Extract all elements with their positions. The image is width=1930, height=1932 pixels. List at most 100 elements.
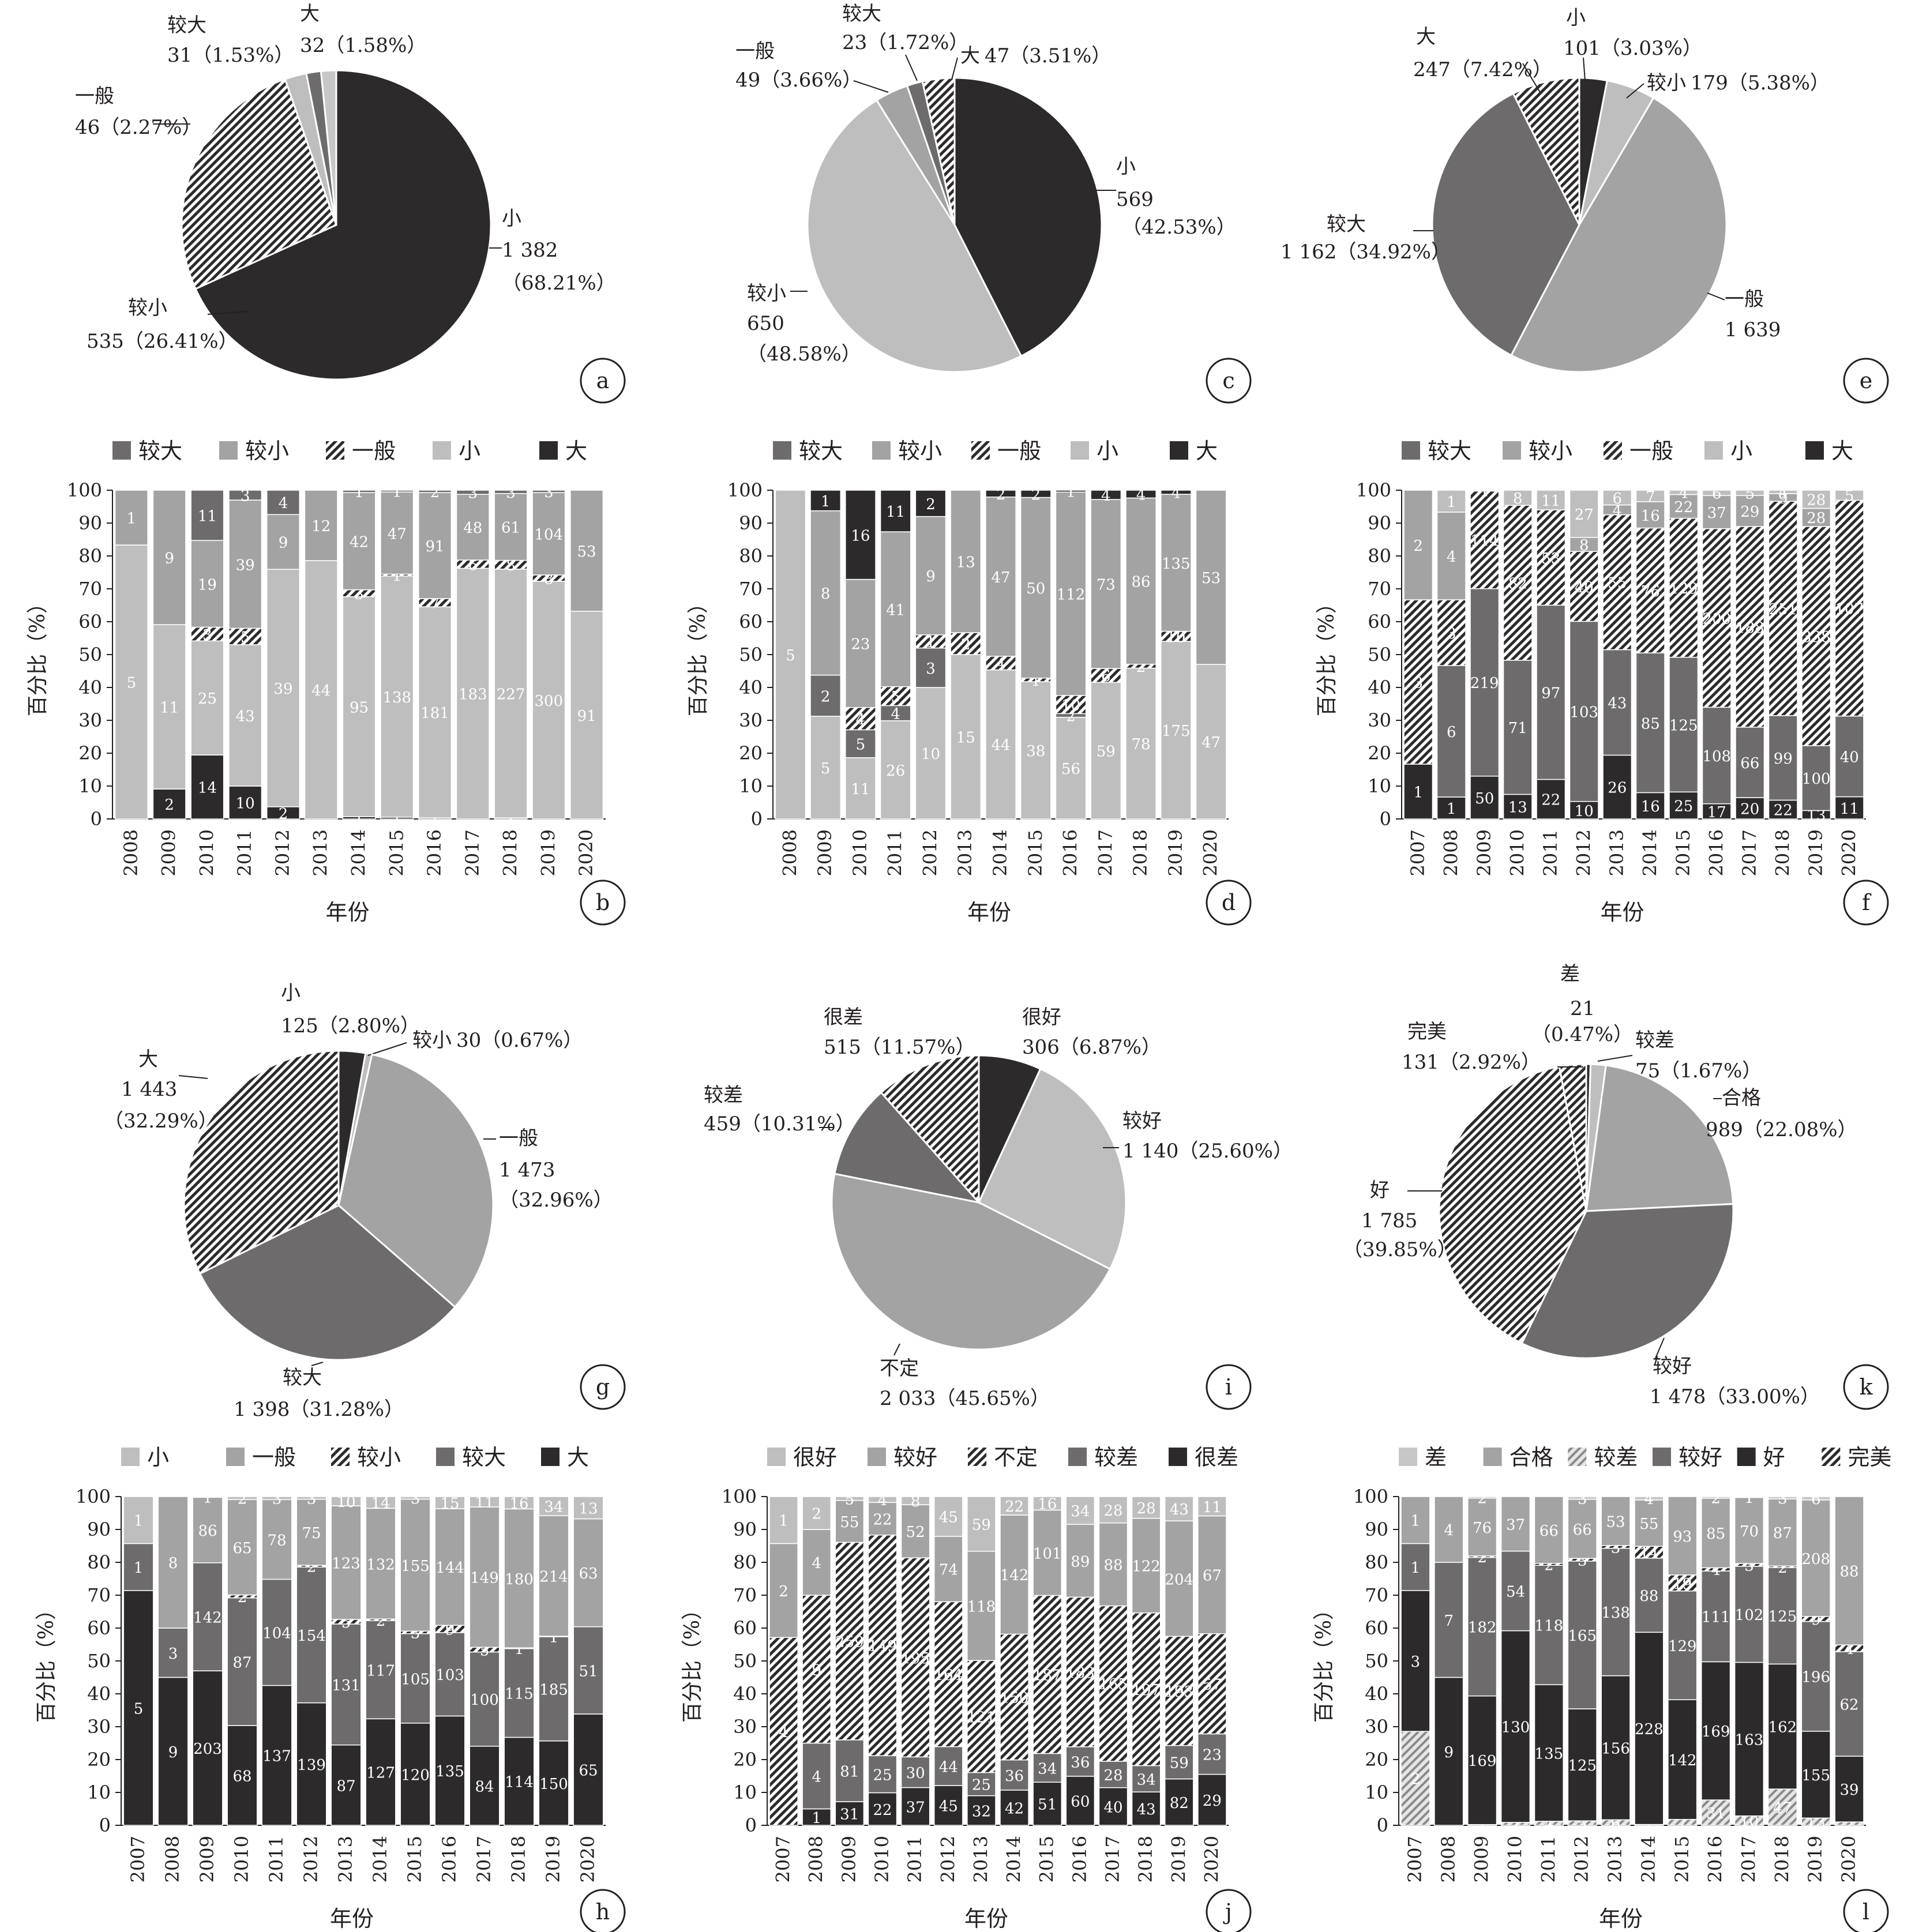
y-tick-label-j-10: 100 (722, 1486, 757, 1508)
y-tick-label-l-6: 60 (1365, 1617, 1388, 1639)
bar-segment-h-大-2013 (331, 1744, 362, 1826)
bar-value-f-小-2010: 8 (1513, 490, 1523, 508)
bar-segment-d-小-2011 (880, 720, 911, 820)
bar-segment-j-较好-2019 (1164, 1520, 1194, 1637)
bar-value-b-较小-2015: 47 (388, 525, 407, 543)
bar-value-l-较好-2011: 118 (1535, 1618, 1564, 1635)
bar-segment-d-较小-2012 (915, 516, 947, 636)
panel-label-h: h (596, 1899, 610, 1925)
bar-value-l-好-2018: 162 (1768, 1719, 1797, 1736)
bar-value-j-不定-2012: 164 (934, 1667, 963, 1684)
legend-label-h-2: 较小 (357, 1445, 401, 1470)
legend-swatch-b-4 (539, 441, 558, 460)
bar-value-l-合格-2020: 88 (1840, 1563, 1859, 1581)
bar-segment-l-好-2008 (1434, 1677, 1464, 1826)
y-axis-title-h: 百分比（%） (35, 1599, 58, 1723)
bar-segment-l-合格-2013 (1601, 1496, 1631, 1546)
bar-value-d-较小-2010: 23 (851, 636, 870, 653)
bar-value-j-较好-2013: 118 (967, 1598, 996, 1615)
y-tick-label-j-4: 40 (733, 1683, 757, 1705)
x-tick-label-f-8: 2015 (1672, 829, 1694, 876)
bar-segment-d-较大-2010 (845, 729, 876, 758)
bar-value-h-较小-2016: 9 (445, 1622, 455, 1639)
bar-value-j-不定-2010: 149 (868, 1638, 897, 1655)
y-tick-label-h-4: 40 (87, 1683, 111, 1705)
slice-label-k-5: 完美 (1407, 1020, 1447, 1043)
bar-segment-d-较小-2013 (950, 490, 982, 633)
bar-segment-j-较好-2011 (900, 1504, 930, 1558)
leader-line-i-2 (893, 1343, 900, 1356)
panel-label-d-circle (1206, 879, 1252, 926)
bar-value-j-不定-2014: 150 (1000, 1690, 1029, 1707)
slice-value-i-3: 459（10.31%） (704, 1112, 855, 1136)
bar-segment-h-一般-2008 (157, 1496, 189, 1629)
bar-value-h-小-2012: 3 (307, 1490, 317, 1508)
bar-value-f-较大-2018: 99 (1774, 750, 1793, 768)
bar-segment-f-一般-2008 (1436, 599, 1466, 666)
bar-value-f-一般-2018: 251 (1768, 601, 1797, 618)
x-tick-label-h-9: 2016 (438, 1836, 460, 1882)
bar-value-b-较大-2017: 3 (468, 485, 478, 502)
bar-segment-j-很好-2010 (868, 1496, 898, 1503)
panel-label-e-circle (1843, 358, 1889, 404)
bar-value-d-小-2010: 11 (851, 781, 870, 798)
bar-segment-f-大-2017 (1735, 797, 1765, 820)
bar-segment-l-合格-2014 (1634, 1499, 1664, 1547)
x-tick-label-j-12: 2019 (1167, 1836, 1189, 1882)
bar-segment-f-较大-2009 (1470, 588, 1500, 777)
bar-value-j-很好-2019: 43 (1170, 1501, 1189, 1518)
bar-value-l-好-2007: 3 (1411, 1653, 1421, 1671)
bar-charts-layer: 0102030405060708090100512008211920091425… (26, 438, 1891, 1932)
bar-value-f-小-2012: 27 (1575, 506, 1594, 524)
bar-segment-l-较好-2009 (1467, 1557, 1497, 1697)
bar-segment-h-较大-2010 (227, 1597, 258, 1726)
bar-segment-h-较大-2014 (365, 1620, 396, 1720)
y-tick-label-f-0: 0 (1380, 808, 1391, 830)
pie-slice-i-3 (833, 1091, 982, 1204)
bar-chart-d: 0102030405060708090100520085281200911542… (686, 438, 1252, 926)
slice-label-g-3: 较大 (283, 1366, 322, 1389)
bar-value-h-较大-2011: 104 (262, 1625, 291, 1642)
bar-value-f-大-2020: 11 (1840, 800, 1859, 818)
bar-value-j-较好-2014: 142 (1000, 1567, 1029, 1584)
bar-value-b-较小-2011: 39 (236, 557, 255, 574)
x-tick-label-b-1: 2009 (158, 829, 180, 876)
slice-value-a-4: 32（1.58%） (300, 34, 426, 57)
bar-segment-j-较好-2012 (933, 1536, 963, 1603)
x-tick-label-d-3: 2011 (884, 829, 906, 876)
slice-value-c-3: 23（1.72%） (842, 31, 968, 54)
pie-slice-c-1 (806, 99, 1023, 373)
bar-value-f-小-2008: 1 (1447, 494, 1456, 511)
bar-segment-l-好-2011 (1534, 1684, 1564, 1822)
y-tick-label-l-2: 20 (1365, 1749, 1388, 1771)
bar-value-h-小-2019: 34 (544, 1499, 563, 1516)
bar-value-d-小-2014: 44 (991, 737, 1010, 754)
bar-value-f-一般-2007: 3 (1413, 675, 1423, 692)
bar-segment-h-大-2010 (227, 1725, 258, 1826)
bar-value-j-不定-2018: 197 (1132, 1682, 1161, 1699)
bar-segment-l-合格-2018 (1767, 1498, 1797, 1567)
slice-value-c-1: 650 (747, 312, 784, 335)
bar-segment-f-大-2011 (1536, 779, 1566, 820)
slice-label-g-1: 较小 30（0.67%） (412, 1029, 583, 1052)
slice-label-i-2: 不定 (880, 1357, 919, 1380)
slice-value-g-4: 1 443 (121, 1078, 177, 1101)
bar-segment-d-大-2011 (880, 490, 911, 532)
bar-value-l-合格-2011: 66 (1540, 1523, 1559, 1540)
slice-label-i-4: 很差 (824, 1006, 863, 1029)
pie-slice-a-0 (194, 69, 492, 381)
x-tick-label-h-11: 2018 (508, 1836, 530, 1882)
bar-value-f-较小-2016: 37 (1707, 505, 1726, 522)
x-tick-label-l-13: 2020 (1838, 1836, 1860, 1882)
bar-segment-j-不定-2014 (1000, 1633, 1029, 1761)
y-tick-label-d-1: 10 (739, 775, 763, 797)
bar-value-l-好-2011: 135 (1535, 1746, 1564, 1763)
bar-segment-f-一般-2012 (1569, 551, 1599, 622)
bar-value-b-小-2018: 227 (497, 686, 525, 703)
bar-segment-b-较大-2010 (190, 490, 224, 541)
legend-label-l-4: 好 (1763, 1445, 1785, 1470)
slice-label-g-0: 小 (281, 982, 301, 1005)
bar-segment-b-较小-2017 (456, 494, 490, 561)
legend-label-j-1: 较好 (893, 1445, 937, 1470)
bar-value-j-很差-2012: 45 (939, 1798, 958, 1816)
